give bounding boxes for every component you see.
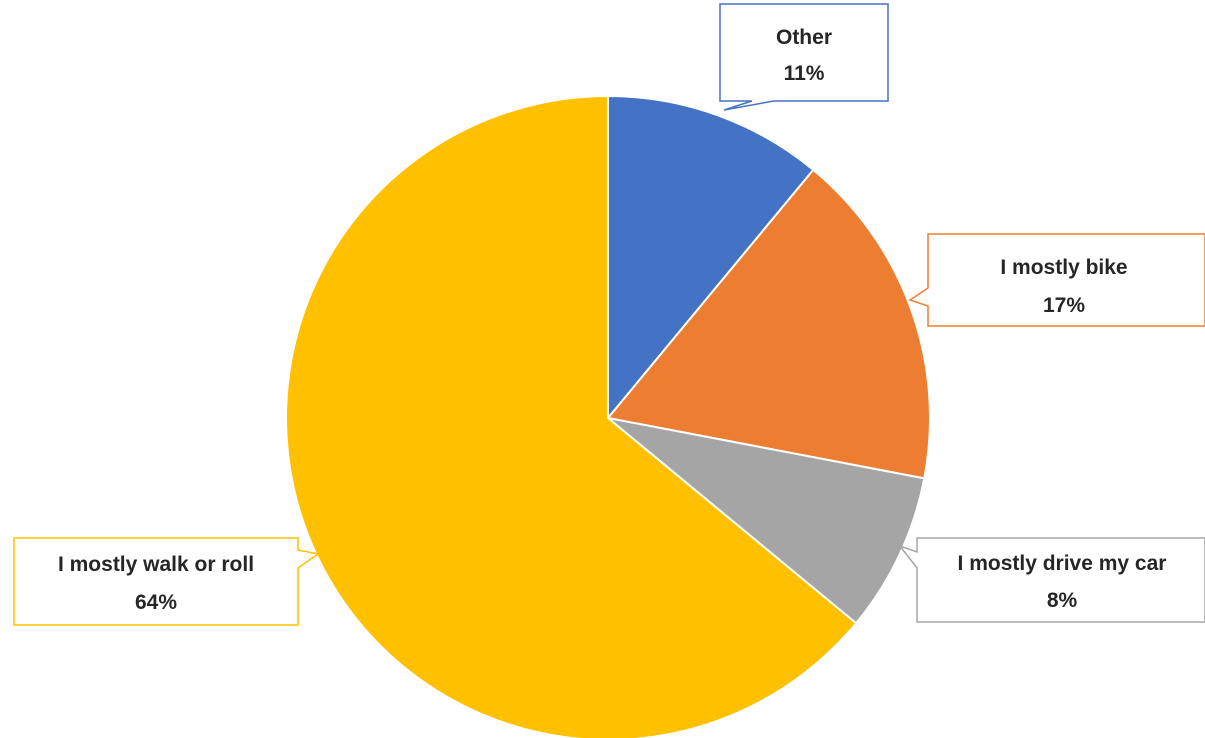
callout-label-bike: I mostly bike [1000, 256, 1127, 279]
callout-value-car: 8% [1047, 589, 1078, 612]
pie-slices [285, 95, 931, 738]
callout-label-other: Other [776, 26, 832, 49]
callout-other: Other 11% [719, 3, 889, 111]
callout-box-car [897, 537, 1205, 623]
callout-box-other [719, 3, 889, 111]
callout-box-walk [13, 537, 320, 626]
callout-car: I mostly drive my car 8% [897, 537, 1205, 623]
callout-box-bike [908, 233, 1205, 327]
pie-slice-other [607, 95, 815, 419]
callout-label-walk: I mostly walk or roll [58, 553, 254, 576]
callout-value-bike: 17% [1043, 294, 1085, 317]
callout-bike: I mostly bike 17% [908, 233, 1205, 327]
pie-slice-i-mostly-bike [607, 168, 931, 480]
callout-walk: I mostly walk or roll 64% [13, 537, 320, 626]
callout-value-other: 11% [784, 62, 825, 85]
callout-label-car: I mostly drive my car [958, 552, 1167, 575]
callout-value-walk: 64% [135, 591, 177, 614]
pie-slice-i-mostly-drive-my-car [607, 417, 926, 625]
